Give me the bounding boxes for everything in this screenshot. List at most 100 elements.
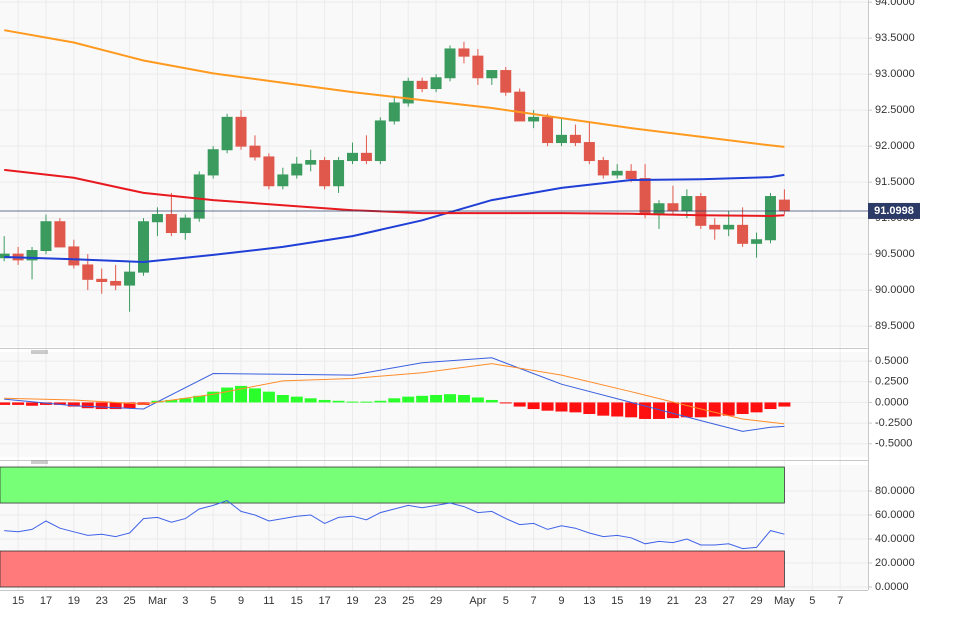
y-tick-label: 60.0000 — [875, 509, 915, 521]
histogram-bar — [694, 402, 707, 418]
histogram-bar — [207, 391, 220, 403]
candle-body — [179, 217, 191, 234]
x-tick-label: Mar — [148, 595, 167, 607]
candle-body — [333, 160, 345, 187]
moving-average — [4, 173, 785, 264]
histogram-bar — [722, 402, 735, 416]
resize-handle[interactable] — [31, 350, 48, 354]
x-tick-label: 5 — [210, 595, 216, 607]
histogram-bar — [778, 402, 791, 407]
candle-body — [40, 221, 52, 252]
candle-body — [151, 214, 163, 223]
resize-handle[interactable] — [31, 460, 48, 464]
candle-body — [709, 224, 721, 230]
candle-body — [124, 271, 136, 286]
histogram-bar — [67, 402, 80, 407]
candle-body — [751, 239, 763, 244]
candle-body — [583, 142, 595, 162]
x-tick-label: 3 — [182, 595, 188, 607]
histogram-bar — [332, 400, 345, 403]
x-tick-label: 17 — [319, 595, 331, 607]
candle-body — [263, 156, 275, 187]
histogram-bar — [653, 402, 666, 419]
histogram-bar — [235, 385, 248, 403]
y-tick-label: 0.0000 — [875, 581, 909, 593]
x-tick-label: 9 — [238, 595, 244, 607]
y-tick-label: -0.5000 — [875, 438, 912, 450]
x-tick-label: 19 — [68, 595, 80, 607]
y-tick-label: 90.0000 — [875, 284, 915, 296]
histogram-bar — [81, 402, 94, 409]
histogram-bar — [221, 387, 234, 403]
last-price-label: 91.0998 — [874, 205, 914, 217]
histogram-bar — [513, 402, 526, 407]
candle-body — [778, 199, 790, 212]
candle-body — [305, 160, 317, 165]
x-tick-label: 23 — [374, 595, 386, 607]
x-tick-label: 5 — [503, 595, 509, 607]
x-tick-label: 23 — [96, 595, 108, 607]
histogram-bar — [193, 395, 206, 403]
x-tick-label: 19 — [639, 595, 651, 607]
candle-body — [486, 70, 498, 79]
price-panel — [0, 0, 868, 347]
histogram-bar — [12, 402, 25, 405]
histogram-bar — [39, 402, 52, 405]
histogram-bar — [736, 402, 749, 415]
candle-body — [764, 196, 776, 241]
histogram-bar — [527, 402, 540, 410]
histogram-bar — [248, 388, 261, 403]
histogram-bar — [569, 402, 582, 413]
candle-body — [472, 55, 484, 79]
histogram-bar — [625, 402, 638, 418]
histogram-bar — [346, 401, 359, 403]
y-tick-label: 0.2500 — [875, 376, 909, 388]
candle-body — [500, 70, 512, 93]
candle-body — [514, 91, 526, 122]
histogram-bar — [374, 400, 387, 403]
candle-body — [165, 214, 177, 234]
x-tick-label: 25 — [402, 595, 414, 607]
macd-line — [4, 363, 785, 425]
y-tick-label: 90.5000 — [875, 248, 915, 260]
histogram-bar — [555, 402, 568, 412]
histogram-bar — [402, 396, 415, 403]
x-tick-label: 11 — [263, 595, 274, 607]
histogram-bar — [611, 402, 624, 417]
x-tick-label: 15 — [12, 595, 24, 607]
histogram-bar — [290, 396, 303, 403]
candle-body — [653, 203, 665, 216]
histogram-bar — [165, 399, 178, 403]
candle-body — [402, 80, 414, 104]
histogram-bar — [26, 402, 39, 406]
candle-body — [681, 196, 693, 212]
candle-body — [416, 80, 428, 90]
histogram-bar — [416, 395, 429, 403]
candle-body — [625, 170, 637, 180]
histogram-bar — [276, 394, 289, 403]
candle-body — [555, 134, 567, 144]
candle-body — [68, 246, 80, 266]
y-tick-label: 0.5000 — [875, 355, 909, 367]
candle-body — [597, 160, 609, 176]
histogram-bar — [597, 402, 610, 416]
candle-body — [737, 224, 749, 244]
y-tick-label: 93.0000 — [875, 68, 915, 80]
y-tick-label: 80.0000 — [875, 485, 915, 497]
candle-body — [444, 48, 456, 79]
candle-body — [54, 221, 66, 248]
histogram-bar — [583, 402, 596, 415]
histogram-bar — [304, 398, 317, 403]
x-tick-label: Apr — [469, 595, 486, 607]
candle-body — [528, 116, 540, 122]
x-tick-label: 17 — [40, 595, 52, 607]
candle-body — [667, 203, 679, 212]
histogram-bar — [95, 402, 108, 410]
candle-body — [569, 134, 581, 144]
x-tick-label: May — [774, 595, 795, 607]
candle-body — [639, 178, 651, 216]
histogram-bar — [388, 398, 401, 403]
histogram-bar — [666, 402, 679, 419]
